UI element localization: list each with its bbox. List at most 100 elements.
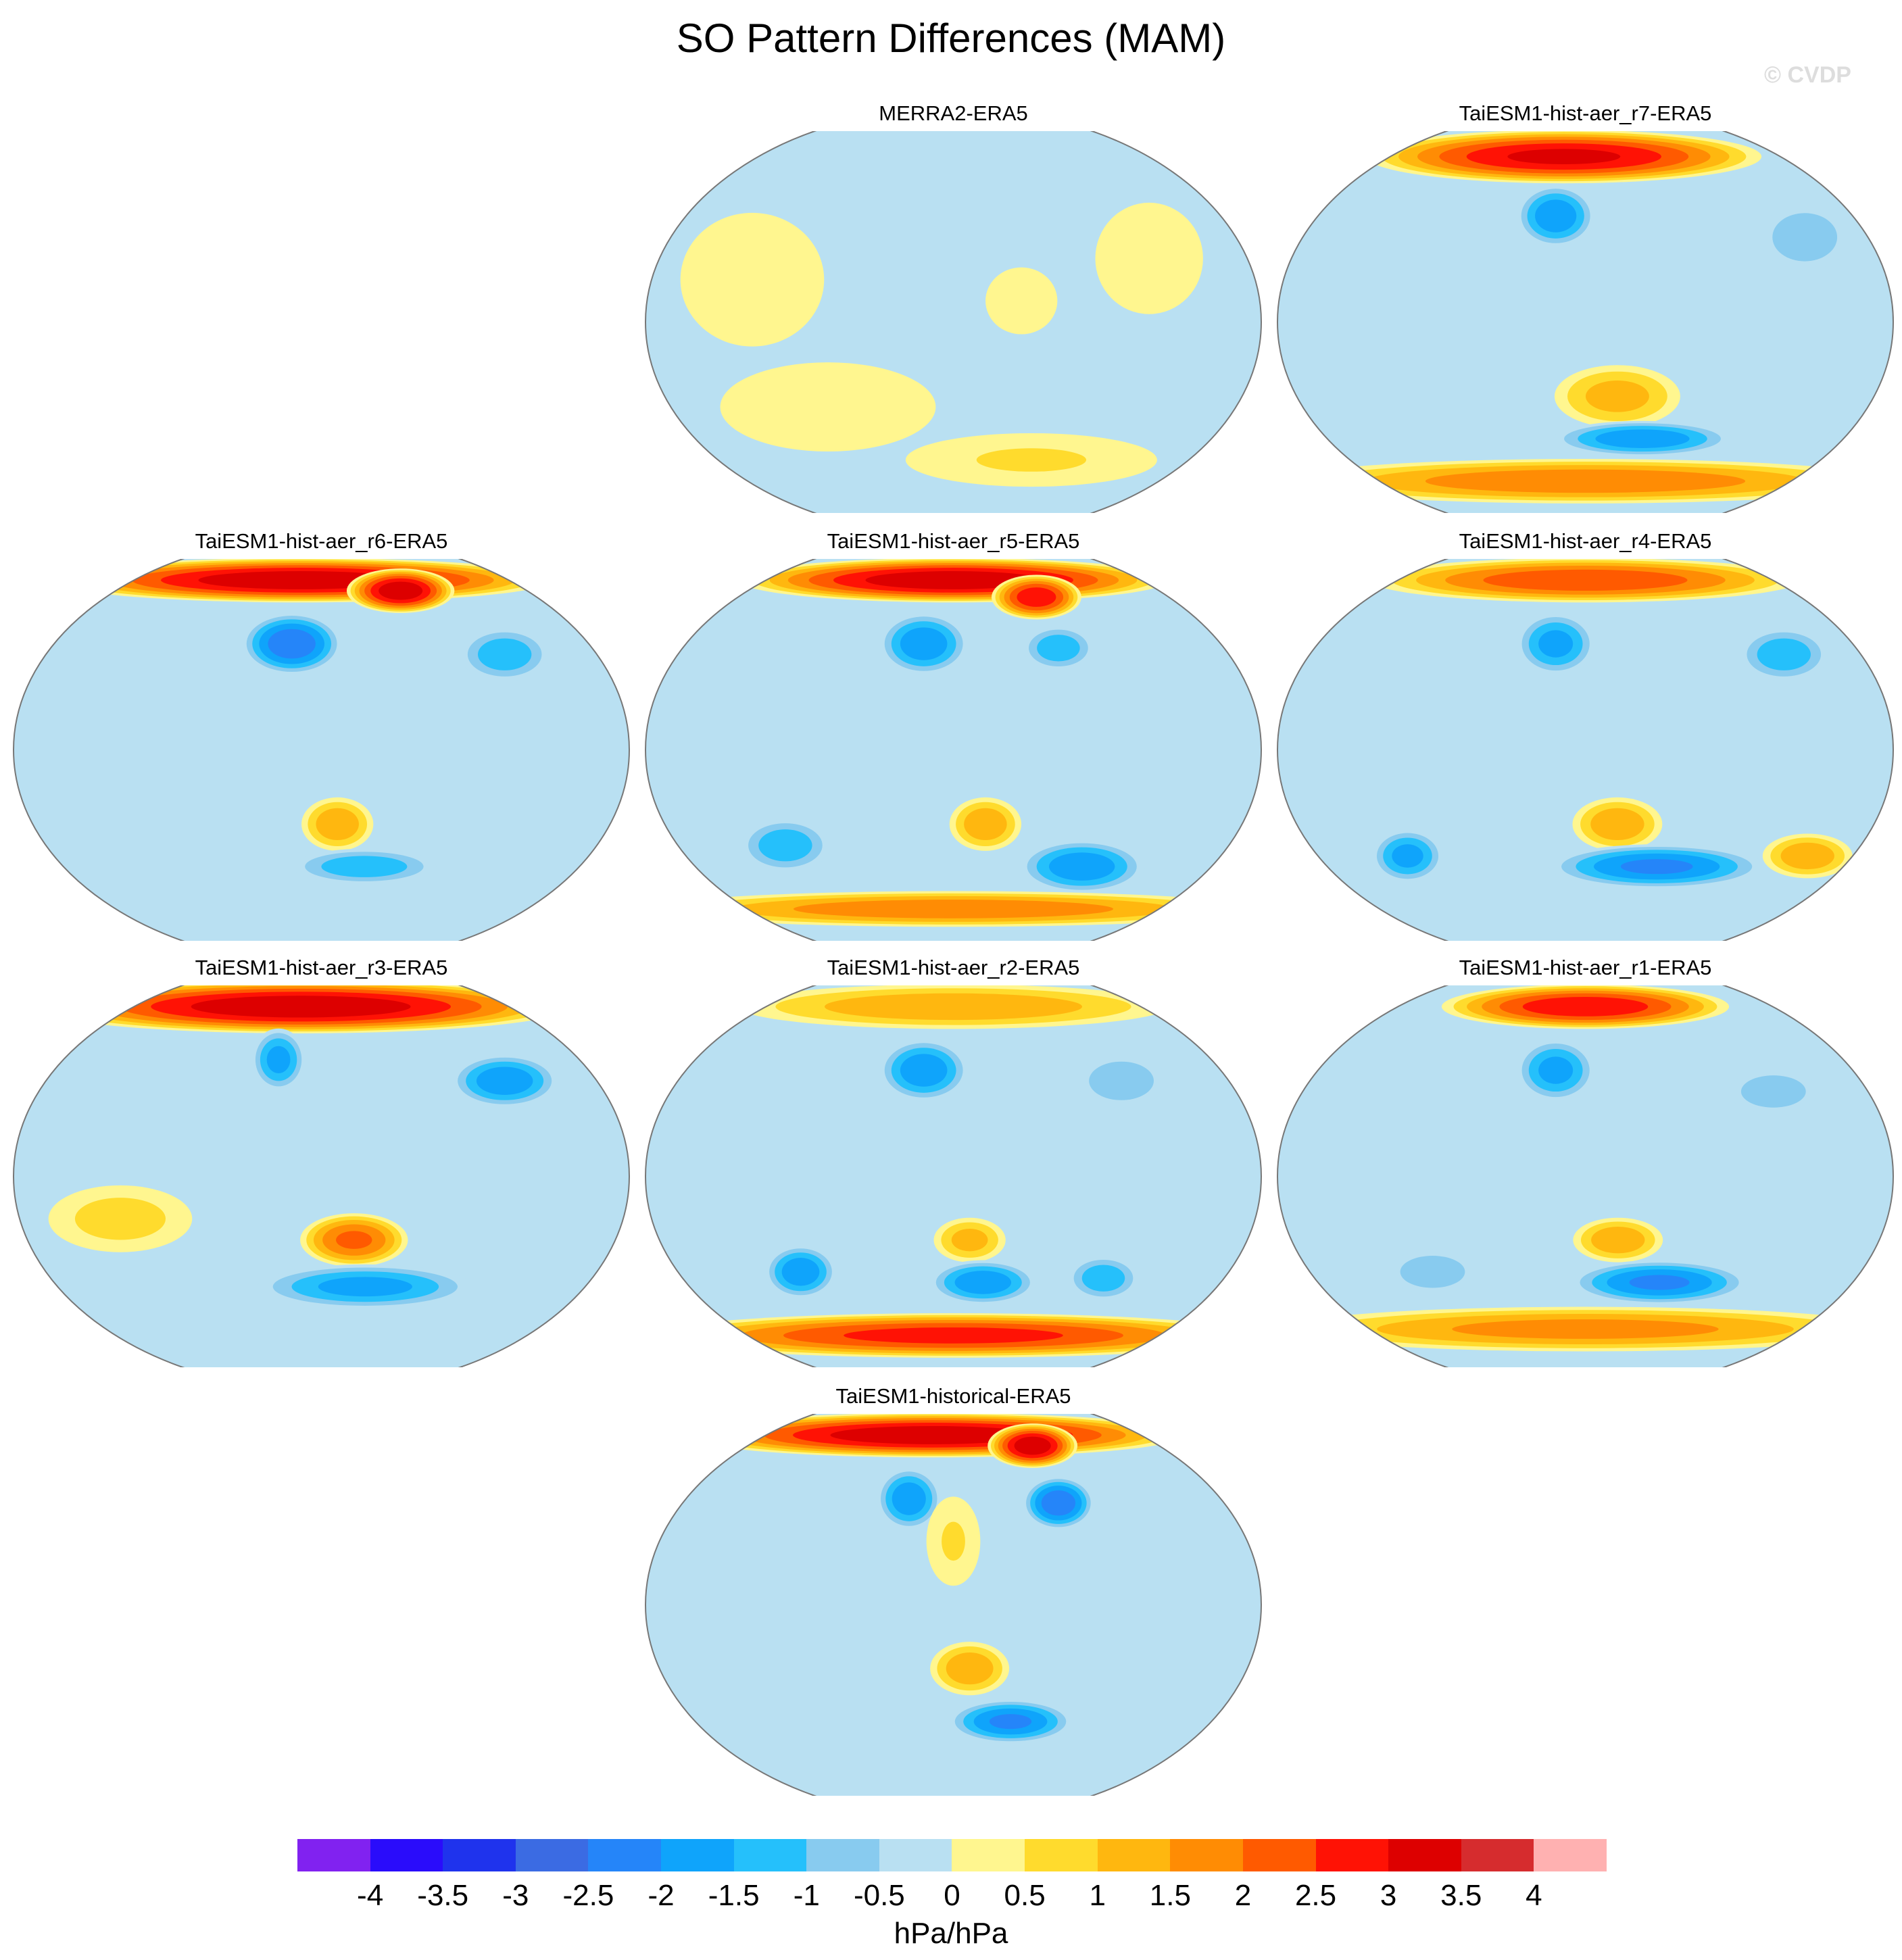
- positive-anomaly-contour: [1425, 469, 1746, 493]
- negative-anomaly-contour: [1620, 859, 1693, 875]
- positive-anomaly-contour: [316, 808, 359, 840]
- negative-anomaly-contour: [900, 1054, 948, 1087]
- colorbar-swatch: [370, 1839, 443, 1871]
- map-outline: [1277, 131, 1894, 513]
- colorbar-swatch: [588, 1839, 662, 1871]
- positive-anomaly-contour: [1017, 587, 1056, 607]
- positive-anomaly-contour: [985, 267, 1058, 335]
- colorbar-swatch: [1461, 1839, 1534, 1871]
- map-outline: [645, 131, 1262, 513]
- colorbar-tick-label: -2.5: [562, 1879, 614, 1912]
- colorbar-swatch: [1534, 1839, 1607, 1871]
- map-panel: [1277, 985, 1894, 1367]
- colorbar-tick-label: -3.5: [417, 1879, 469, 1912]
- colorbar-swatch: [1097, 1839, 1171, 1871]
- map-panel: [645, 131, 1262, 513]
- positive-anomaly-contour: [951, 1229, 988, 1252]
- map-outline: [1277, 559, 1894, 941]
- negative-anomaly-contour: [1535, 199, 1577, 232]
- positive-anomaly-contour: [379, 581, 423, 600]
- negative-anomaly-contour: [954, 1271, 1012, 1294]
- negative-anomaly-contour: [1757, 638, 1811, 670]
- negative-anomaly-contour: [477, 638, 532, 670]
- positive-anomaly-contour: [720, 362, 936, 451]
- colorbar-swatch: [1025, 1839, 1098, 1871]
- colorbar-tick-label: -3: [502, 1879, 529, 1912]
- positive-anomaly-contour: [1095, 202, 1203, 314]
- panel-title: TaiESM1-hist-aer_r7-ERA5: [1459, 101, 1712, 125]
- colorbar-tick-label: 0.5: [1004, 1879, 1046, 1912]
- positive-anomaly-contour: [844, 1327, 1063, 1344]
- map-panel: [645, 985, 1262, 1367]
- negative-anomaly-contour: [266, 1046, 291, 1073]
- map-outline: [13, 985, 630, 1367]
- figure-title: SO Pattern Differences (MAM): [676, 16, 1226, 61]
- positive-anomaly-contour: [1522, 997, 1649, 1016]
- map-background: [14, 559, 629, 941]
- colorbar-swatch: [1315, 1839, 1389, 1871]
- positive-anomaly-contour: [1591, 1226, 1645, 1254]
- colorbar-tick-label: 0: [944, 1879, 960, 1912]
- positive-anomaly-contour: [74, 1198, 166, 1240]
- positive-anomaly-contour: [1585, 381, 1649, 412]
- positive-anomaly-contour: [865, 570, 1042, 589]
- negative-anomaly-contour: [1081, 1265, 1125, 1292]
- colorbar-swatch: [879, 1839, 952, 1871]
- negative-anomaly-contour: [476, 1067, 533, 1095]
- panel-title: TaiESM1-hist-aer_r5-ERA5: [827, 529, 1080, 553]
- negative-anomaly-contour: [1400, 1255, 1465, 1288]
- negative-anomaly-contour: [1740, 1075, 1806, 1108]
- colorbar-tick-label: -1.5: [708, 1879, 760, 1912]
- negative-anomaly-contour: [781, 1258, 820, 1286]
- map-background: [1277, 559, 1893, 941]
- cvdp-watermark: © CVDP: [1764, 62, 1851, 88]
- colorbar-swatch: [443, 1839, 516, 1871]
- colorbar-tick-label: 2: [1234, 1879, 1252, 1912]
- map-background: [645, 985, 1261, 1367]
- map-panel: [1277, 559, 1894, 941]
- negative-anomaly-contour: [1089, 1061, 1154, 1100]
- colorbar-tick-label: -1: [793, 1879, 820, 1912]
- colorbar-tick-label: -4: [357, 1879, 384, 1912]
- negative-anomaly-contour: [268, 629, 316, 659]
- map-panel: [645, 1414, 1262, 1796]
- map-background: [14, 985, 629, 1367]
- panel-title: TaiESM1-hist-aer_r4-ERA5: [1459, 529, 1712, 553]
- negative-anomaly-contour: [989, 1714, 1032, 1730]
- map-outline: [645, 985, 1262, 1367]
- map-background: [1277, 131, 1893, 513]
- panel-title: TaiESM1-hist-aer_r6-ERA5: [195, 529, 448, 553]
- negative-anomaly-contour: [758, 829, 812, 862]
- panel-title: TaiESM1-historical-ERA5: [835, 1384, 1071, 1408]
- map-background: [645, 1414, 1261, 1796]
- positive-anomaly-contour: [964, 808, 1007, 840]
- map-background: [645, 559, 1261, 941]
- panel-title: TaiESM1-hist-aer_r1-ERA5: [1459, 956, 1712, 979]
- positive-anomaly-contour: [830, 1425, 1035, 1444]
- colorbar-swatch: [952, 1839, 1025, 1871]
- colorbar-swatch: [515, 1839, 589, 1871]
- positive-anomaly-contour: [946, 1652, 994, 1685]
- map-outline: [645, 559, 1262, 941]
- map-outline: [13, 559, 630, 941]
- colorbar: [297, 1839, 1607, 1871]
- negative-anomaly-contour: [900, 627, 948, 660]
- map-background: [1277, 985, 1893, 1367]
- negative-anomaly-contour: [318, 1277, 412, 1297]
- positive-anomaly-contour: [1590, 808, 1644, 840]
- panel-title: TaiESM1-hist-aer_r2-ERA5: [827, 956, 1080, 979]
- colorbar-tick-label: 3: [1380, 1879, 1397, 1912]
- negative-anomaly-contour: [1629, 1275, 1690, 1290]
- positive-anomaly-contour: [824, 993, 1083, 1021]
- colorbar-units: hPa/hPa: [894, 1917, 1008, 1950]
- positive-anomaly-contour: [191, 996, 411, 1018]
- negative-anomaly-contour: [892, 1482, 926, 1515]
- positive-anomaly-contour: [1014, 1436, 1051, 1455]
- colorbar-swatch: [1388, 1839, 1461, 1871]
- map-panel: [1277, 131, 1894, 513]
- map-outline: [1277, 985, 1894, 1367]
- negative-anomaly-contour: [1595, 429, 1690, 448]
- map-outline: [645, 1414, 1262, 1796]
- positive-anomaly-contour: [942, 1521, 965, 1561]
- map-panel: [13, 559, 630, 941]
